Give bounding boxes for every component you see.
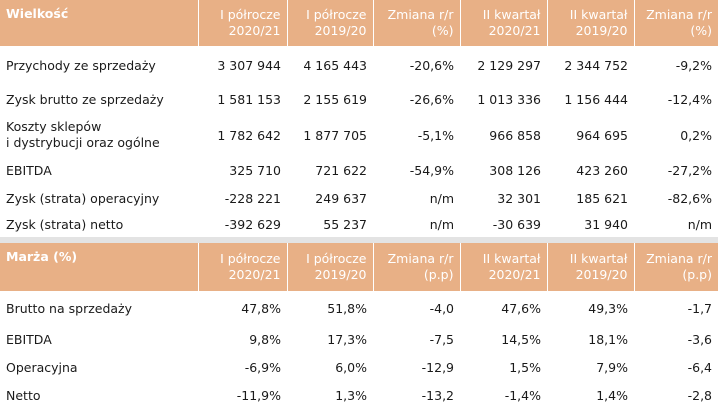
table-row: Koszty sklepów i dystrybucji oraz ogólne … <box>0 114 718 156</box>
row-label: Netto <box>6 387 41 403</box>
col-q2-2020: II kwartał 2020/21 <box>459 243 547 291</box>
cell-value: -11,9% <box>236 387 281 403</box>
cell-value: -6,9% <box>244 359 281 375</box>
table-row: Zysk brutto ze sprzedaży 1 581 153 2 155… <box>0 84 718 114</box>
cell-value: -4,0 <box>429 300 454 316</box>
cell-value: 249 637 <box>315 190 367 206</box>
cell-value: 17,3% <box>327 331 367 347</box>
cell-value: 325 710 <box>229 162 281 178</box>
col-q2-2020: II kwartał 2020/21 <box>459 0 547 46</box>
cell-value: 1 013 336 <box>477 91 541 107</box>
cell-value: -1,7 <box>687 300 712 316</box>
row-label: Zysk (strata) operacyjny <box>6 190 160 206</box>
row-label: Koszty sklepów i dystrybucji oraz ogólne <box>6 119 160 150</box>
cell-value: 7,9% <box>596 359 628 375</box>
cell-value: 423 260 <box>576 162 628 178</box>
table-row: Zysk (strata) netto -392 629 55 237 n/m … <box>0 212 718 237</box>
cell-value: n/m <box>687 217 712 232</box>
cell-value: n/m <box>429 217 454 232</box>
cell-value: -9,2% <box>675 57 712 73</box>
margins-header-row: Marża (%) I półrocze 2020/21 I półrocze 20… <box>0 243 718 291</box>
cell-value: 47,6% <box>501 300 541 316</box>
col-h1-2020: I półrocze 2020/21 <box>197 243 287 291</box>
table-row: Netto -11,9% 1,3% -13,2 -1,4% 1,4% -2,8 <box>0 381 718 409</box>
cell-value: -6,4 <box>687 359 712 375</box>
cell-value: 32 301 <box>497 190 541 206</box>
cell-value: 964 695 <box>576 127 628 143</box>
cell-value: 47,8% <box>241 300 281 316</box>
col-h1-change: Zmiana r/r (%) <box>372 0 460 46</box>
cell-value: 14,5% <box>501 331 541 347</box>
cell-value: 4 165 443 <box>303 57 367 73</box>
row-label: EBITDA <box>6 162 52 178</box>
col-h1-2019: I półrocze 2019/20 <box>286 243 373 291</box>
cell-value: -1,4% <box>504 387 541 403</box>
table-row: Operacyjna -6,9% 6,0% -12,9 1,5% 7,9% -6… <box>0 353 718 381</box>
cell-value: -12,9 <box>421 359 454 375</box>
cell-value: 1,3% <box>335 387 367 403</box>
cell-value: -82,6% <box>667 190 712 206</box>
table-row: Brutto na sprzedaży 47,8% 51,8% -4,0 47,… <box>0 291 718 325</box>
cell-value: 966 858 <box>489 127 541 143</box>
cell-value: 1,5% <box>509 359 541 375</box>
cell-value: 6,0% <box>335 359 367 375</box>
cell-value: 1 581 153 <box>217 91 281 107</box>
cell-value: -2,8 <box>687 387 712 403</box>
cell-value: 2 155 619 <box>303 91 367 107</box>
cell-value: 1,4% <box>596 387 628 403</box>
cell-value: -27,2% <box>667 162 712 178</box>
cell-value: 721 622 <box>315 162 367 178</box>
cell-value: 1 877 705 <box>303 127 367 143</box>
results-table: Wielkość I półrocze 2020/21 I półrocze 201… <box>0 0 718 237</box>
cell-value: 55 237 <box>323 217 367 232</box>
results-header-row: Wielkość I półrocze 2020/21 I półrocze 201… <box>0 0 718 46</box>
col-h1-change: Zmiana r/r (p.p) <box>372 243 460 291</box>
cell-value: -26,6% <box>409 91 454 107</box>
margins-table: Marża (%) I półrocze 2020/21 I półrocze 20… <box>0 243 718 409</box>
col-q2-change: Zmiana r/r (p.p) <box>633 243 718 291</box>
row-label: EBITDA <box>6 331 52 347</box>
cell-value: -13,2 <box>421 387 454 403</box>
col-q2-2019: II kwartał 2019/20 <box>546 0 634 46</box>
cell-value: -12,4% <box>667 91 712 107</box>
col-q2-2019: II kwartał 2019/20 <box>546 243 634 291</box>
row-label: Zysk brutto ze sprzedaży <box>6 91 164 107</box>
cell-value: -7,5 <box>429 331 454 347</box>
cell-value: 49,3% <box>588 300 628 316</box>
table-row: EBITDA 9,8% 17,3% -7,5 14,5% 18,1% -3,6 <box>0 325 718 353</box>
cell-value: 1 156 444 <box>564 91 628 107</box>
row-label: Brutto na sprzedaży <box>6 300 133 316</box>
cell-value: -30 639 <box>492 217 541 232</box>
cell-value: 31 940 <box>584 217 628 232</box>
cell-value: -392 629 <box>224 217 281 232</box>
row-label: Operacyjna <box>6 359 78 375</box>
margins-header-label: Marża (%) <box>0 243 198 291</box>
table-row: Przychody ze sprzedaży 3 307 944 4 165 4… <box>0 46 718 84</box>
results-header-label: Wielkość <box>0 0 198 46</box>
cell-value: 2 344 752 <box>564 57 628 73</box>
cell-value: 2 129 297 <box>477 57 541 73</box>
table-row: EBITDA 325 710 721 622 -54,9% 308 126 42… <box>0 156 718 184</box>
cell-value: 9,8% <box>249 331 281 347</box>
table-divider <box>0 237 718 243</box>
cell-value: 3 307 944 <box>217 57 281 73</box>
cell-value: -54,9% <box>409 162 454 178</box>
row-label: Zysk (strata) netto <box>6 217 124 232</box>
cell-value: -228 221 <box>224 190 281 206</box>
cell-value: 1 782 642 <box>217 127 281 143</box>
cell-value: -3,6 <box>687 331 712 347</box>
table-row: Zysk (strata) operacyjny -228 221 249 63… <box>0 184 718 212</box>
row-label: Przychody ze sprzedaży <box>6 57 156 73</box>
cell-value: 51,8% <box>327 300 367 316</box>
col-h1-2020: I półrocze 2020/21 <box>197 0 287 46</box>
cell-value: -5,1% <box>417 127 454 143</box>
cell-value: n/m <box>429 190 454 206</box>
cell-value: 185 621 <box>576 190 628 206</box>
col-q2-change: Zmiana r/r (%) <box>633 0 718 46</box>
cell-value: 308 126 <box>489 162 541 178</box>
cell-value: -20,6% <box>409 57 454 73</box>
col-h1-2019: I półrocze 2019/20 <box>286 0 373 46</box>
cell-value: 18,1% <box>588 331 628 347</box>
cell-value: 0,2% <box>680 127 712 143</box>
